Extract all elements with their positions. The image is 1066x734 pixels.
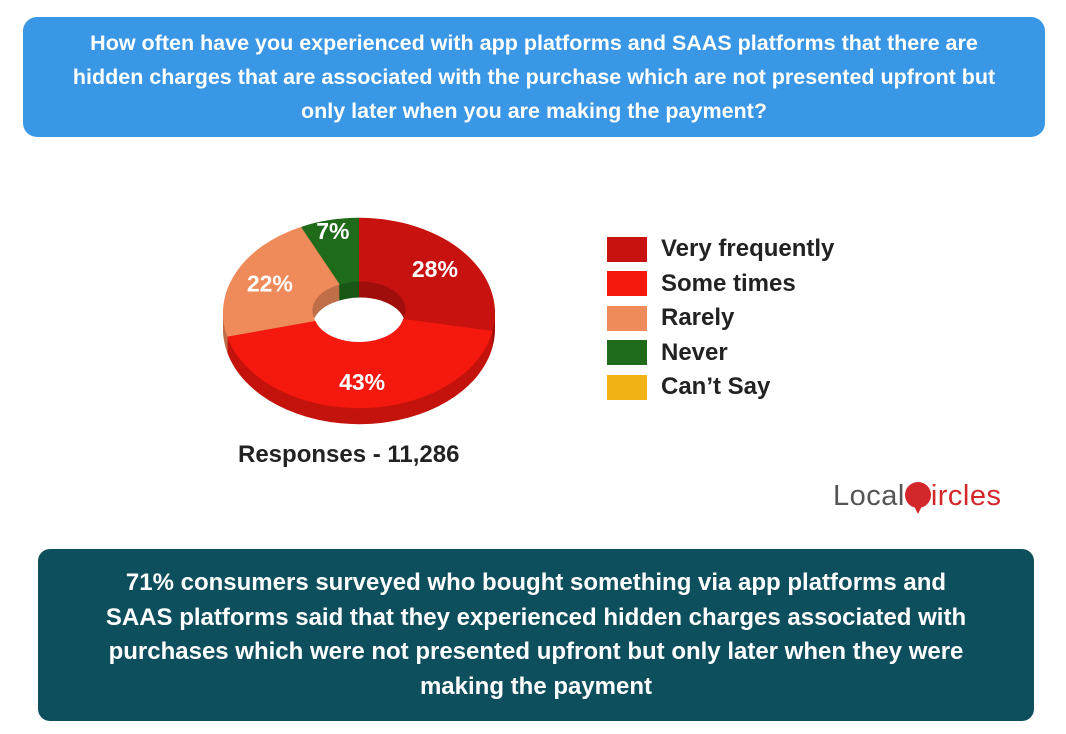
summary-banner: 71% consumers surveyed who bought someth… (38, 549, 1034, 721)
legend-swatch (607, 236, 647, 262)
legend-item: Rarely (607, 301, 834, 336)
legend-label: Can’t Say (661, 373, 771, 401)
legend-swatch (607, 305, 647, 331)
slice-some-times (227, 318, 493, 409)
slice-label: 22% (247, 271, 293, 297)
slice-rarely (223, 226, 340, 337)
slice-label: 43% (339, 369, 385, 395)
logo-text-right: ircles (930, 480, 1002, 512)
legend-swatch (607, 271, 647, 297)
legend-label: Very frequently (661, 235, 835, 263)
legend-item: Can’t Say (607, 370, 834, 405)
localcircles-logo: Local ircles (833, 480, 1002, 514)
legend-item: Some times (607, 267, 834, 302)
legend-label: Some times (661, 269, 796, 297)
logo-text-left: Local (833, 480, 905, 512)
legend: Very frequently Some times Rarely Never Can’… (607, 232, 834, 405)
legend-item: Very frequently (607, 232, 834, 267)
legend-label: Rarely (661, 304, 735, 332)
slice-never (301, 217, 359, 285)
logo-pin-icon (904, 482, 931, 514)
responses-count: Responses - 11,286 (238, 441, 460, 468)
slice-very-frequently (359, 217, 496, 331)
legend-swatch (607, 374, 647, 400)
question-banner: How often have you experienced with app … (23, 17, 1045, 137)
slice-label: 7% (316, 218, 349, 244)
legend-label: Never (661, 338, 728, 366)
legend-item: Never (607, 336, 834, 371)
legend-swatch (607, 340, 647, 366)
slice-label: 28% (412, 256, 458, 282)
donut-chart: 28% 43% 22% 7% (223, 217, 496, 425)
